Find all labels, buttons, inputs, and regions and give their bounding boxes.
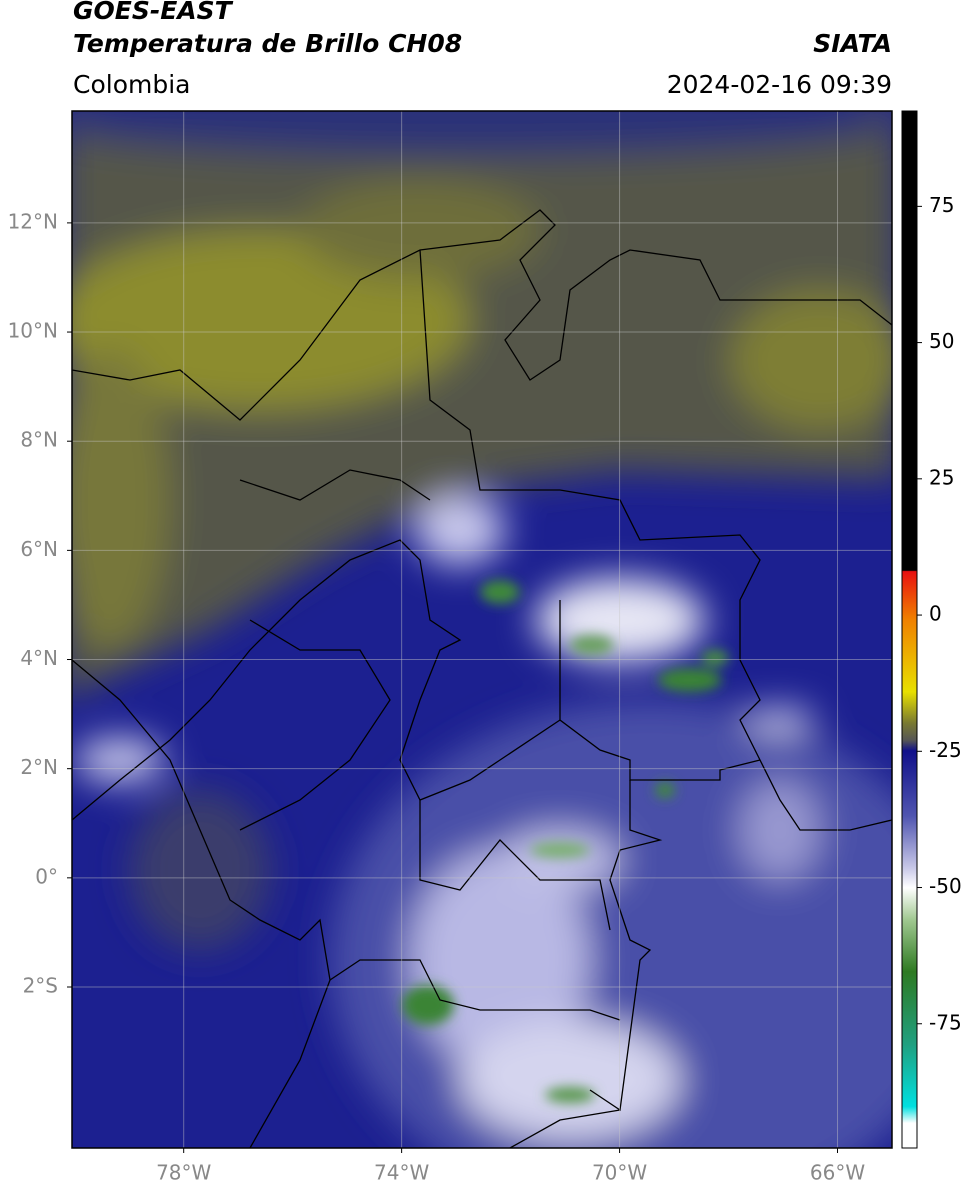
- colorbar-tick-label: 25: [929, 465, 954, 489]
- lat-tick-label: 0°: [35, 864, 58, 888]
- lat-tick-label: 10°N: [8, 319, 58, 343]
- lat-tick-label: 2°S: [23, 973, 58, 997]
- source: SIATA: [813, 29, 892, 58]
- colorbar-tick-label: -75: [929, 1010, 962, 1034]
- region: Colombia: [73, 70, 190, 99]
- lon-tick-label: 66°W: [810, 1161, 865, 1185]
- colorbar-tick-label: 50: [929, 329, 954, 353]
- satellite-image: [72, 111, 892, 1148]
- colorbar-tick-label: 75: [929, 193, 954, 217]
- lat-tick-label: 6°N: [20, 537, 58, 561]
- lat-tick-label: 2°N: [20, 755, 58, 779]
- colorbar-tick-label: 0: [929, 602, 942, 626]
- lon-tick-label: 74°W: [374, 1161, 429, 1185]
- lon-tick-label: 70°W: [592, 1161, 647, 1185]
- subtitle: Temperatura de Brillo CH08: [73, 29, 462, 58]
- colorbar: [901, 110, 918, 1149]
- colorbar-tick-label: -50: [929, 874, 962, 898]
- title: GOES-EAST: [73, 0, 234, 25]
- lat-tick-label: 12°N: [8, 209, 58, 233]
- lat-tick-label: 4°N: [20, 646, 58, 670]
- datetime: 2024-02-16 09:39: [667, 70, 892, 99]
- map-frame: [71, 110, 893, 1149]
- grid: [72, 111, 892, 1148]
- lon-tick-label: 78°W: [156, 1161, 211, 1185]
- lat-tick-label: 8°N: [20, 428, 58, 452]
- colorbar-tick-label: -25: [929, 738, 962, 762]
